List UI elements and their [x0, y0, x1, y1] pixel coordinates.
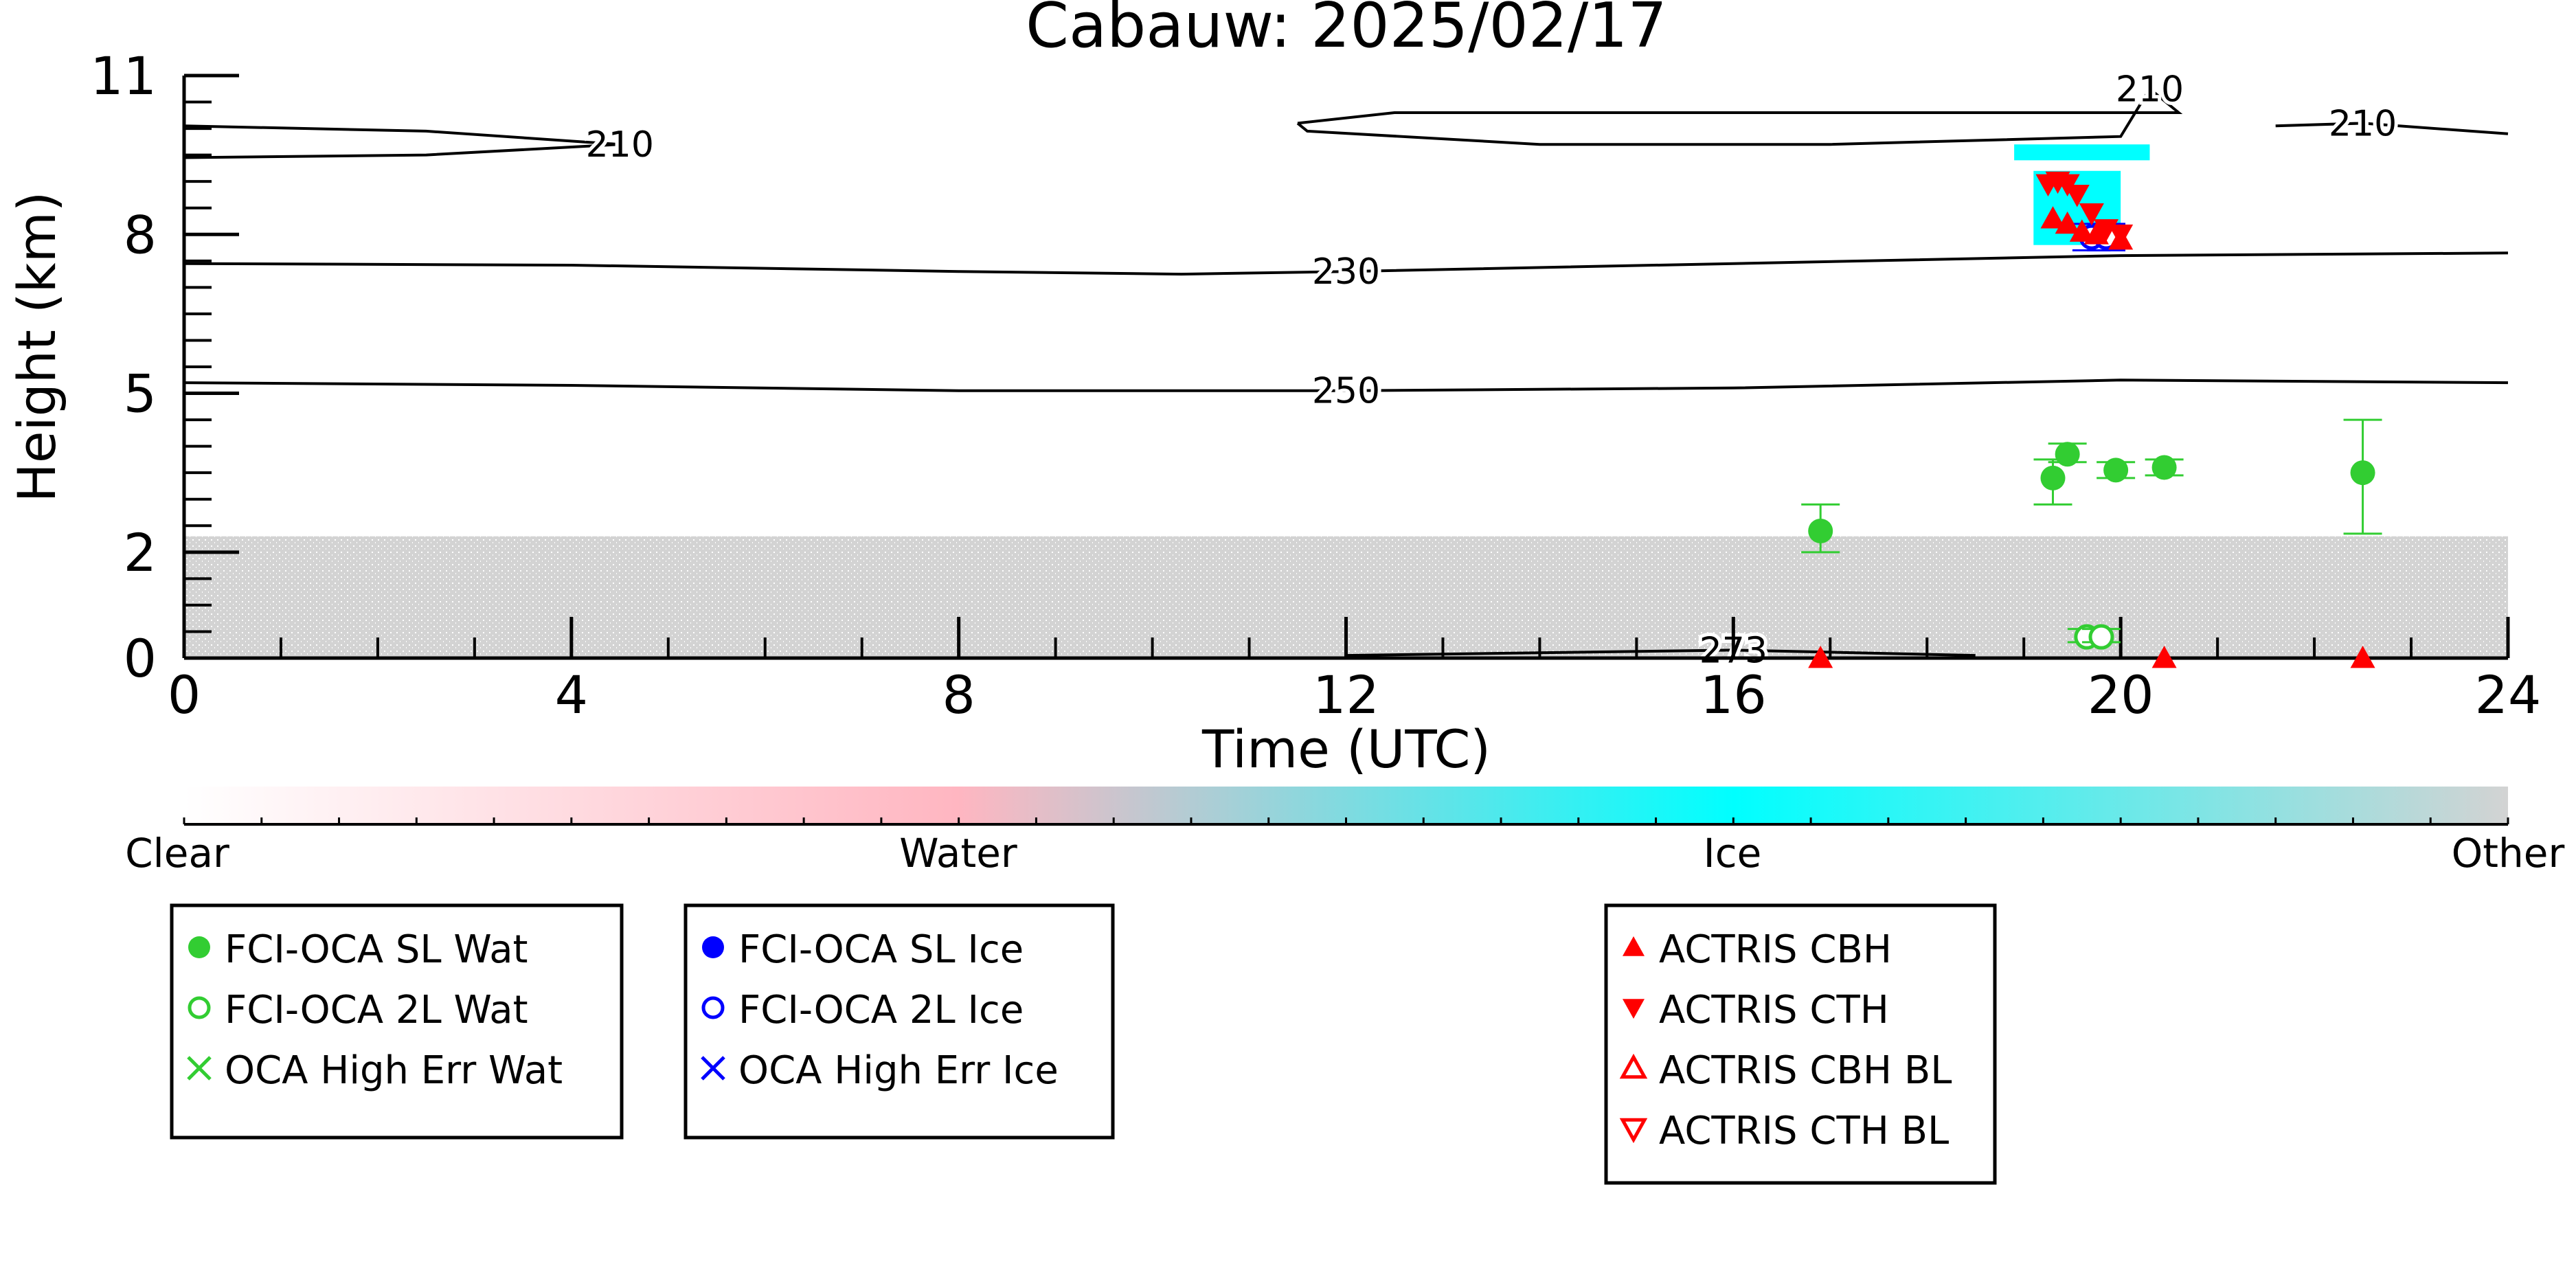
point-fci-oca-2l-wat	[2088, 624, 2114, 650]
point-actris-cbh	[2040, 206, 2066, 229]
y-tick-label: 11	[90, 45, 157, 106]
legend-box	[1604, 903, 1997, 1185]
legend-label: ACTRIS CTH	[1659, 988, 1889, 1032]
point-actris-cbh	[2083, 222, 2109, 245]
legend-symbol	[701, 1056, 725, 1081]
point-actris-cth	[2108, 224, 2134, 247]
colorbar-label-clear: Clear	[125, 830, 229, 877]
contour-label: 210	[586, 124, 654, 166]
contour-label: 210	[2329, 103, 2397, 144]
contour-label: 250	[1312, 371, 1380, 412]
point-actris-cbh	[2350, 646, 2375, 668]
legends: FCI-OCA SL Wat FCI-OCA 2L Wat OCA High Err…	[170, 903, 1997, 1185]
data-markers	[1801, 171, 2382, 668]
contour-line	[1296, 87, 2183, 146]
x-tick-label: 4	[555, 664, 588, 725]
legend-box	[170, 903, 624, 1140]
colorbar-ticks	[183, 817, 2509, 824]
point-actris-cbh	[1808, 646, 1833, 668]
legend-symbol	[701, 996, 725, 1019]
contour-label: 230	[1312, 251, 1380, 293]
colorbar-label-other: Other	[2452, 830, 2565, 877]
plot-axes: 0 4 8 12 16 20 24 0 2 5 8 11	[90, 45, 2541, 725]
contour-label: 210	[2116, 69, 2184, 110]
legend-symbol	[702, 936, 724, 958]
point-fci-oca-sl-wat	[2350, 460, 2375, 486]
legend-label: FCI-OCA SL Ice	[738, 927, 1024, 972]
contour-line	[183, 124, 620, 159]
y-tick-label: 5	[124, 363, 157, 425]
legend-label: ACTRIS CBH BL	[1659, 1048, 1952, 1093]
legend-box	[683, 903, 1115, 1140]
cloud-region-ice	[2014, 144, 2150, 161]
colorbar-label-water: Water	[899, 830, 1017, 877]
point-actris-cth	[2079, 203, 2104, 226]
legend-label: FCI-OCA 2L Wat	[225, 988, 528, 1032]
contour-line	[183, 379, 2509, 392]
point-fci-oca-sl-wat	[2055, 442, 2080, 467]
legend-symbol	[1619, 1118, 1648, 1144]
point-actris-cbh	[2055, 211, 2080, 234]
point-actris-cbh	[2069, 219, 2094, 242]
legend-label: ACTRIS CTH BL	[1659, 1109, 1949, 1153]
point-fci-oca-sl-wat	[2103, 457, 2129, 483]
y-tick-label: 0	[124, 628, 157, 689]
point-fci-oca-sl-wat	[2040, 465, 2066, 490]
x-tick-label: 0	[168, 664, 201, 725]
point-actris-cbh	[2151, 646, 2177, 668]
legend-label: ACTRIS CBH	[1659, 927, 1892, 972]
colorbar: Clear Water Ice Other	[125, 787, 2564, 877]
chart-title: Cabauw: 2025/02/17	[1026, 0, 1667, 62]
y-tick-label: 8	[124, 204, 157, 265]
x-tick-label: 24	[2475, 664, 2542, 725]
legend-symbol	[188, 936, 210, 958]
x-tick-label: 16	[1700, 664, 1767, 725]
legend-label: OCA High Err Wat	[225, 1048, 563, 1093]
x-tick-label: 8	[942, 664, 975, 725]
point-actris-cth	[2064, 185, 2090, 207]
point-fci-oca-sl-wat	[2151, 455, 2177, 480]
legend-label: FCI-OCA SL Wat	[225, 927, 528, 972]
legend-symbol	[1623, 936, 1645, 956]
legend-label: FCI-OCA 2L Ice	[738, 988, 1024, 1032]
y-axis-label: Height (km)	[6, 192, 67, 503]
legend-symbol	[188, 996, 211, 1019]
x-tick-label: 20	[2088, 664, 2154, 725]
x-tick-label: 12	[1313, 664, 1379, 725]
contour-line	[2275, 122, 2509, 135]
legend-symbol	[1623, 999, 1645, 1019]
legend-symbol	[187, 1056, 212, 1081]
legend-label: OCA High Err Ice	[738, 1048, 1059, 1093]
contour-line	[183, 251, 2509, 276]
legend-symbol	[1619, 1053, 1648, 1079]
point-fci-oca-sl-wat	[1808, 518, 1833, 543]
x-axis-label: Time (UTC)	[1201, 719, 1491, 780]
colorbar-label-ice: Ice	[1704, 830, 1762, 877]
y-tick-label: 2	[124, 522, 157, 583]
